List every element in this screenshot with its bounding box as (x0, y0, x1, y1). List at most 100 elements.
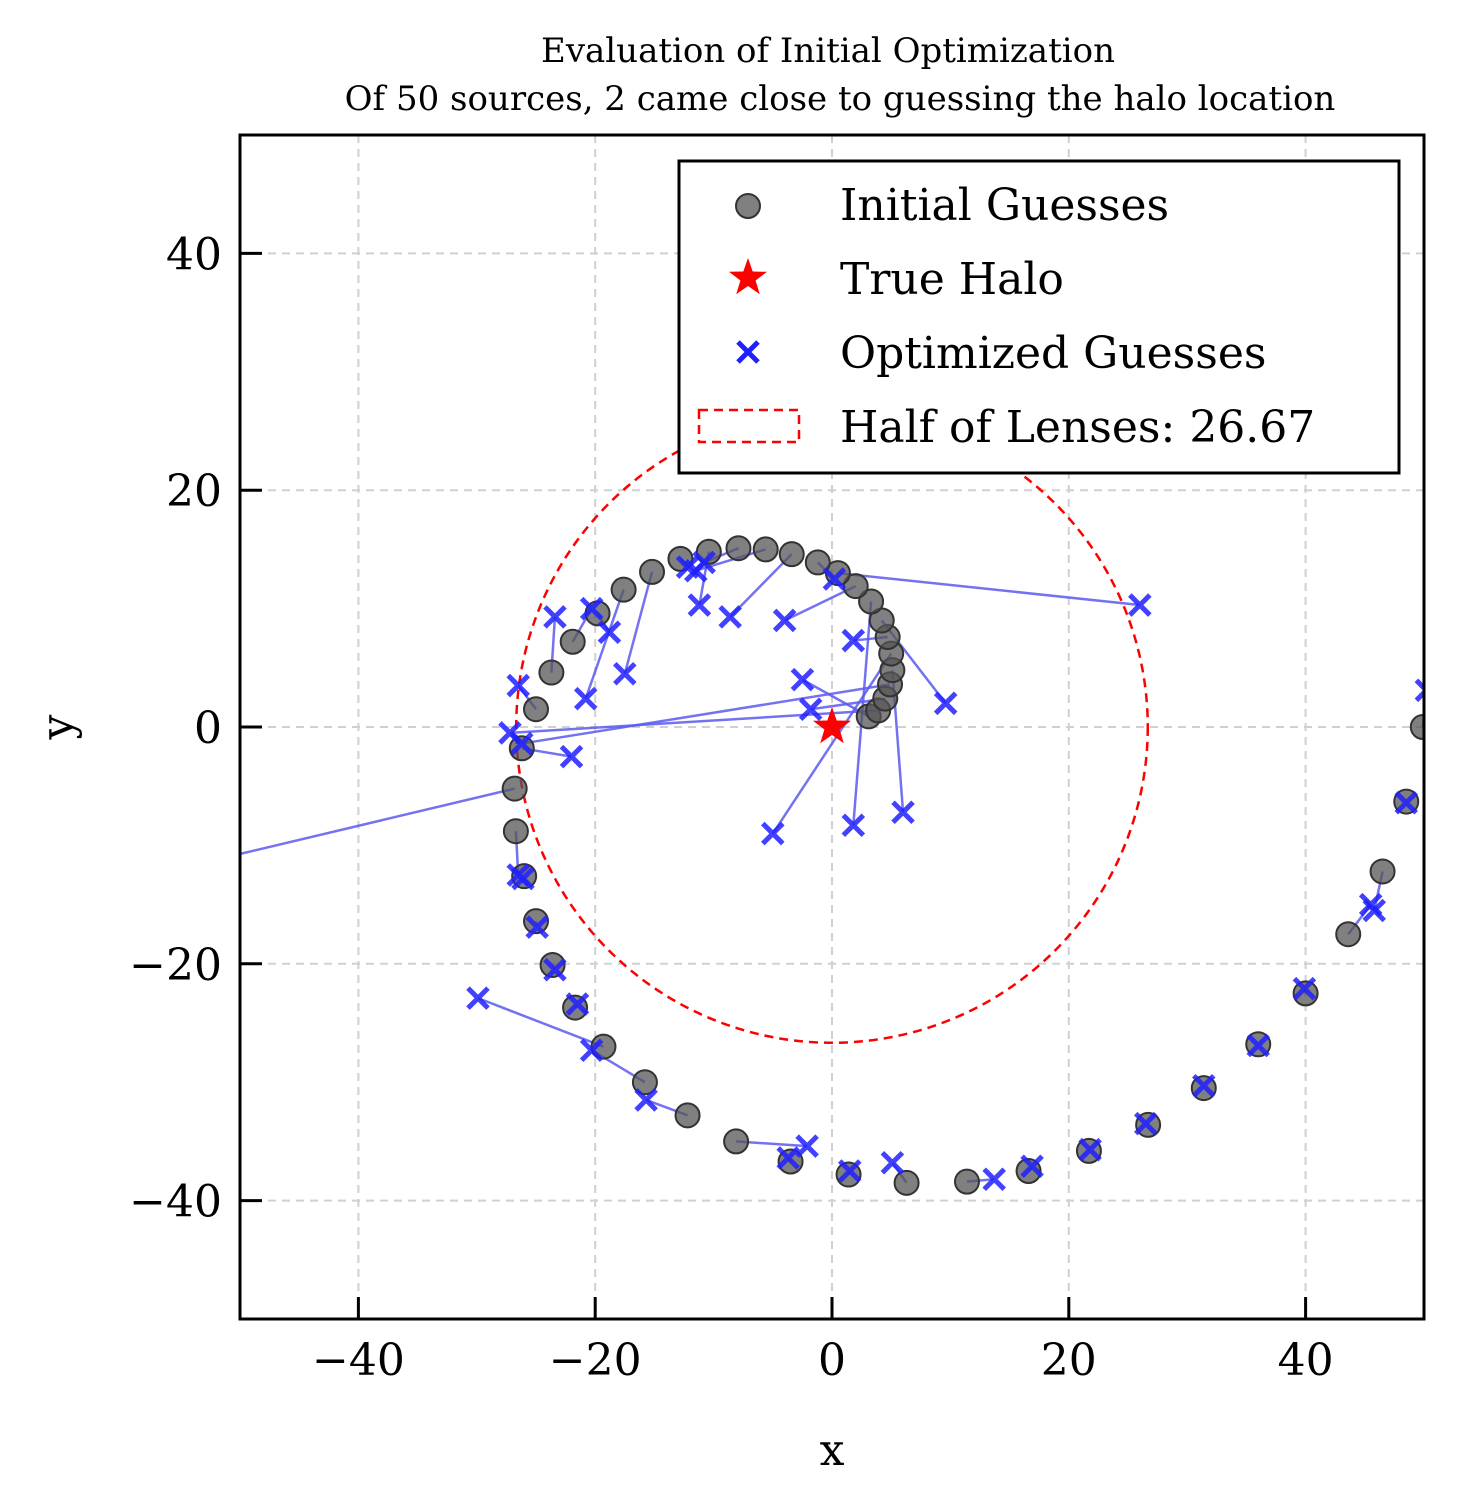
x-axis-label: x (820, 1425, 845, 1476)
initial-point-22 (523, 696, 549, 723)
optimized-point-2 (798, 697, 823, 722)
initial-point-17 (639, 558, 666, 585)
x-tick-label-0: −40 (312, 1335, 405, 1386)
link-18 (584, 589, 625, 699)
legend-circle-label: Half of Lenses: 26.67 (840, 402, 1315, 453)
optimized-point-31 (579, 1038, 604, 1062)
optimized-point-22 (506, 673, 531, 698)
y-axis-label: y (32, 714, 83, 740)
optimized-point-15 (687, 593, 712, 617)
initial-point-25 (502, 818, 529, 845)
optimized-point-39 (1078, 1137, 1102, 1162)
optimized-point-19 (597, 620, 622, 645)
optimized-point-16 (675, 555, 700, 579)
x-tick-label-2: 0 (818, 1335, 846, 1386)
initial-point-24 (501, 775, 528, 802)
optimized-point-21 (543, 605, 567, 629)
initial-point-31 (631, 1069, 658, 1096)
optimized-point-40 (1133, 1111, 1158, 1136)
optimized-point-36 (880, 1150, 905, 1175)
initial-point-33 (723, 1128, 750, 1155)
initial-point-13 (752, 536, 779, 563)
y-tick-label-1: −20 (129, 940, 222, 991)
initial-point-44 (1335, 921, 1362, 948)
optimized-point-20 (579, 596, 604, 621)
initial-point-27 (523, 908, 549, 935)
initial-point-18 (610, 576, 637, 603)
optimized-point-8 (841, 813, 866, 838)
optimized-point-29 (565, 992, 590, 1016)
y-tick-label-2: 0 (194, 703, 222, 754)
optimized-point-11 (822, 567, 847, 591)
optimized-point-38 (1020, 1154, 1044, 1179)
optimized-point-7 (933, 691, 958, 716)
optimized-point-33 (795, 1134, 819, 1158)
true-halo-series (813, 707, 851, 744)
link-17 (623, 571, 654, 675)
optimized-point-24 (206, 850, 226, 870)
legend-circle-marker (697, 408, 801, 444)
optimized-point-18 (573, 686, 598, 711)
y-tick-label-0: −40 (129, 1177, 222, 1228)
legend-optimized-label: Optimized Guesses (840, 328, 1266, 379)
optimized-point-14 (692, 550, 716, 575)
optimized-point-32 (634, 1088, 658, 1112)
y-tick-labels: −40 −20 0 20 40 (129, 229, 222, 1227)
optimized-point-6 (841, 628, 866, 653)
initial-point-37 (953, 1168, 980, 1195)
y-tick-label-4: 40 (166, 229, 222, 280)
true-halo-point (813, 707, 851, 744)
optimized-point-41 (1192, 1073, 1216, 1098)
optimized-point-43 (1292, 976, 1317, 1001)
chart-subtitle: Of 50 sources, 2 came close to guessing … (345, 79, 1336, 119)
initial-point-8 (858, 588, 885, 615)
optimized-point-9 (772, 608, 797, 633)
initial-point-12 (778, 541, 805, 568)
legend: Initial Guesses True Halo Optimized Gues… (677, 159, 1401, 475)
initial-point-20 (559, 628, 586, 655)
initial-point-45 (1369, 858, 1396, 885)
optimized-point-23 (559, 744, 584, 769)
legend-initial-label: Initial Guesses (840, 180, 1169, 231)
legend-optimized-marker (736, 340, 760, 364)
link-3 (521, 683, 891, 745)
initial-point-14 (725, 535, 752, 562)
initial-point-11 (804, 549, 831, 576)
optimized-point-42 (1246, 1033, 1271, 1058)
optimized-point-5 (761, 821, 785, 846)
optimized-point-30 (466, 986, 490, 1010)
optimized-guesses-series (206, 550, 1424, 1192)
optimized-point-3 (510, 731, 534, 756)
optimized-point-12 (718, 605, 742, 629)
optimized-point-10 (1128, 593, 1152, 617)
optimized-point-4 (891, 800, 915, 825)
link-12 (729, 553, 793, 618)
link-5 (771, 652, 893, 835)
legend-initial-marker (735, 193, 761, 219)
link-10 (837, 571, 1140, 607)
optimized-point-27 (525, 915, 549, 939)
link-9 (784, 584, 857, 622)
optimized-point-37 (982, 1167, 1006, 1192)
optimized-point-17 (613, 661, 637, 686)
initial-point-32 (674, 1102, 701, 1129)
axis-ticks (240, 251, 1308, 1319)
optimized-point-0 (790, 667, 815, 692)
optimized-point-34 (776, 1146, 800, 1170)
y-tick-label-3: 20 (166, 466, 222, 517)
x-tick-labels: −40 −20 0 20 40 (312, 1335, 1334, 1386)
optimized-point-28 (543, 957, 567, 982)
optimized-point-47 (1414, 678, 1424, 703)
legend-halo-marker (729, 258, 767, 295)
optimized-point-35 (837, 1159, 862, 1183)
initial-point-21 (538, 659, 565, 686)
optimized-point-46 (1394, 791, 1419, 815)
chart-title: Evaluation of Initial Optimization (541, 31, 1115, 71)
link-30 (477, 996, 604, 1048)
x-tick-label-4: 40 (1278, 1335, 1334, 1386)
link-24 (240, 787, 515, 856)
initial-point-36 (893, 1169, 920, 1196)
x-tick-label-3: 20 (1041, 1335, 1097, 1386)
x-tick-label-1: −20 (549, 1335, 642, 1386)
